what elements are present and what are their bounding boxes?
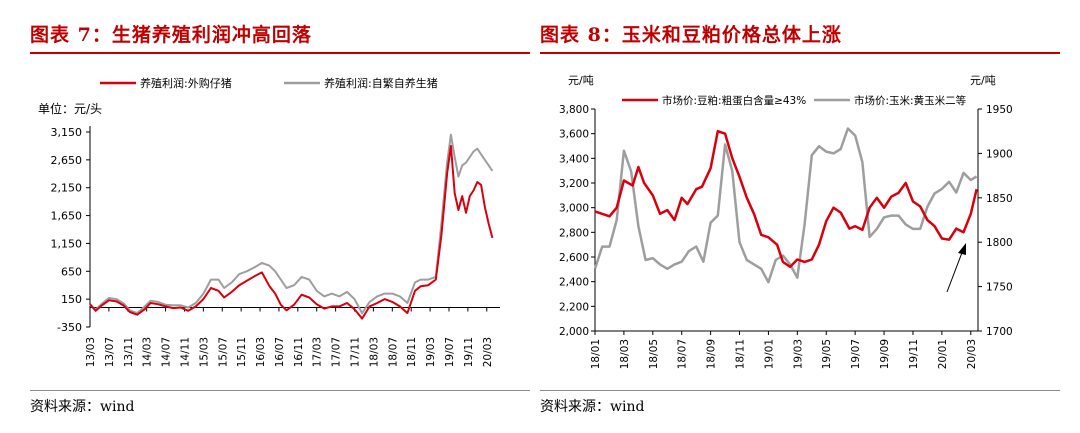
x-tick-label: 14/11	[179, 337, 191, 367]
source-rule	[540, 390, 1060, 391]
x-tick-label: 13/11	[123, 337, 135, 367]
x-tick-label: 17/11	[350, 337, 362, 367]
x-tick-label: 19/05	[821, 339, 833, 369]
y-tick-label: 3,150	[51, 126, 83, 139]
y-tick-label: 650	[61, 265, 82, 278]
left-y-tick-label: 2,200	[559, 301, 589, 313]
x-tick-label: 18/07	[677, 339, 689, 369]
x-tick-label: 20/03	[966, 339, 978, 369]
x-tick-label: 19/03	[792, 339, 804, 369]
series-line-soymeal	[594, 129, 978, 269]
x-tick-label: 16/11	[293, 337, 305, 367]
chart-panel-corn-soymeal: 图表 8：玉米和豆粕价格总体上涨 3,800 3,600 3,400 3,200 3,0…	[540, 0, 1080, 433]
x-tick-label: 20/03	[482, 337, 494, 367]
left-axis-unit: 元/吨	[568, 74, 594, 87]
trend-arrow-line	[946, 249, 964, 293]
x-tick-label: 18/09	[706, 339, 718, 369]
right-y-tick-label: 1900	[986, 148, 1013, 160]
chart-title: 图表 7：生猪养殖利润冲高回落	[30, 24, 312, 46]
series-line-self-bred	[89, 133, 494, 315]
x-tick-label: 18/01	[590, 339, 602, 369]
right-y-tick-label: 1700	[986, 326, 1013, 338]
x-tick-label: 18/05	[648, 339, 660, 369]
left-y-tick-label: 3,200	[559, 178, 589, 190]
x-tick-label: 19/09	[879, 339, 891, 369]
chart-panel-pig-profit: 图表 7：生猪养殖利润冲高回落 3,150 2,650 2,150 1,650 1,15…	[30, 24, 530, 415]
x-tick-label: 18/03	[619, 339, 631, 369]
y-tick-label: 1,150	[51, 237, 83, 250]
x-tick-label: 13/07	[104, 337, 116, 367]
y-tick-label: 1,650	[51, 210, 83, 223]
x-tick-label: 15/03	[198, 337, 210, 367]
x-tick-label: 16/03	[255, 337, 267, 367]
right-axis-unit: 元/吨	[970, 74, 996, 87]
left-y-tick-label: 2,000	[559, 326, 589, 338]
source-note: 资料来源：wind	[30, 399, 135, 415]
y-tick-label: -350	[57, 321, 82, 334]
y-tick-label: 150	[61, 293, 82, 306]
unit-label: 单位：元/头	[38, 101, 102, 116]
right-y-tick-label: 1850	[986, 193, 1013, 205]
x-tick-label: 16/07	[274, 337, 286, 367]
chart-title: 图表 8：玉米和豆粕价格总体上涨	[540, 24, 842, 46]
x-tick-label: 17/07	[331, 337, 343, 367]
left-y-tick-label: 2,600	[559, 252, 589, 264]
x-tick-label: 20/01	[937, 339, 949, 369]
legend-label-soymeal: 市场价:豆粕:粗蛋白含量≥43%	[662, 94, 806, 107]
x-tick-label: 19/11	[463, 337, 475, 367]
trend-arrow-head	[958, 243, 966, 255]
x-tick-label: 17/03	[312, 337, 324, 367]
trend-arrow	[946, 243, 966, 293]
left-y-tick-label: 3,000	[559, 203, 589, 215]
pig-profit-chart: 3,150 2,650 2,150 1,650 1,150 650 150 -350 13/0…	[38, 76, 500, 367]
x-tick-label: 18/07	[387, 337, 399, 367]
y-tick-label: 2,150	[51, 182, 83, 195]
x-tick-label: 18/11	[406, 337, 418, 367]
x-tick-label: 14/03	[142, 337, 154, 367]
series-line-purchased-piglet	[89, 144, 494, 320]
legend-label-corn: 市场价:玉米:黄玉米二等	[854, 94, 967, 107]
right-y-tick-label: 1950	[986, 104, 1013, 116]
right-y-tick-label: 1750	[986, 282, 1013, 294]
x-tick-label: 18/11	[735, 339, 747, 369]
x-tick-label: 19/03	[425, 337, 437, 367]
x-tick-label: 19/07	[444, 337, 456, 367]
series-line-corn	[593, 127, 978, 284]
x-tick-label: 19/11	[908, 339, 920, 369]
x-tick-label: 19/01	[763, 339, 775, 369]
x-tick-label: 19/07	[850, 339, 862, 369]
x-tick-label: 15/11	[236, 337, 248, 367]
right-y-tick-label: 1800	[986, 237, 1013, 249]
left-y-tick-label: 2,800	[559, 227, 589, 239]
x-tick-label: 18/03	[368, 337, 380, 367]
source-rule	[30, 390, 530, 391]
corn-soymeal-chart: 3,800 3,600 3,400 3,200 3,000 2,800 2,600 2,400…	[559, 74, 1013, 369]
left-y-tick-label: 3,800	[559, 104, 589, 116]
title-rule	[540, 52, 1060, 54]
legend-label-purchased-piglet: 养殖利润:外购仔猪	[140, 76, 232, 90]
x-tick-label: 13/03	[85, 337, 97, 367]
y-tick-label: 2,650	[51, 154, 83, 167]
title-rule	[30, 52, 530, 54]
left-y-tick-label: 2,400	[559, 277, 589, 289]
legend-label-self-bred: 养殖利润:自繁自养生猪	[324, 76, 438, 90]
left-y-tick-label: 3,600	[559, 129, 589, 141]
source-note: 资料来源：wind	[540, 399, 645, 415]
left-y-tick-label: 3,400	[559, 153, 589, 165]
x-tick-label: 15/07	[217, 337, 229, 367]
x-tick-label: 14/07	[161, 337, 173, 367]
